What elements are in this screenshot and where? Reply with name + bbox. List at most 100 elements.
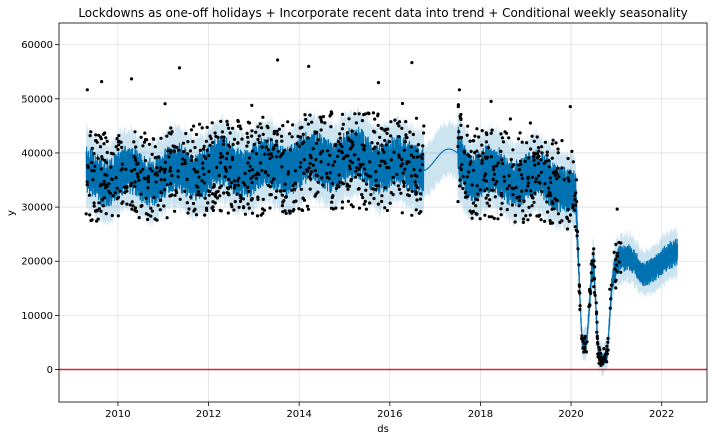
observed-point: [533, 191, 537, 195]
observed-point: [521, 217, 526, 221]
observed-point: [553, 173, 557, 178]
observed-point: [268, 156, 272, 161]
observed-point: [532, 158, 536, 162]
observed-point: [456, 144, 460, 149]
observed-point: [302, 198, 307, 202]
observed-point: [542, 161, 546, 165]
observed-point: [358, 165, 363, 169]
observed-point: [557, 175, 561, 179]
observed-point: [288, 148, 292, 152]
observed-point: [459, 123, 463, 127]
observed-point: [89, 130, 93, 134]
observed-point: [319, 150, 323, 154]
observed-point: [526, 177, 530, 181]
observed-point: [413, 180, 417, 184]
observed-point: [571, 206, 575, 210]
observed-point: [589, 271, 593, 275]
observed-point: [617, 260, 621, 264]
observed-point: [550, 156, 554, 160]
observed-point: [345, 184, 349, 188]
observed-point: [216, 135, 220, 139]
observed-point: [520, 176, 525, 180]
observed-point: [376, 151, 380, 155]
observed-point: [131, 204, 135, 208]
observed-point: [229, 202, 233, 206]
observed-point: [340, 112, 345, 116]
observed-point: [606, 340, 610, 344]
observed-point: [254, 176, 258, 181]
observed-point: [115, 186, 119, 190]
observed-point: [511, 148, 515, 152]
observed-point: [389, 191, 393, 195]
observed-point: [363, 112, 367, 116]
observed-point: [143, 131, 147, 135]
observed-point: [218, 208, 222, 212]
observed-point: [274, 196, 278, 200]
observed-point: [407, 160, 411, 164]
observed-point: [365, 182, 369, 186]
observed-point: [376, 114, 380, 118]
observed-point: [258, 122, 262, 126]
observed-point: [589, 262, 593, 266]
observed-point: [130, 181, 134, 185]
observed-point: [402, 148, 406, 152]
observed-point: [548, 219, 552, 223]
observed-point: [247, 121, 252, 125]
observed-point: [337, 185, 341, 189]
observed-point: [422, 131, 426, 135]
observed-point: [163, 170, 167, 174]
observed-point: [219, 119, 223, 123]
observed-point: [476, 192, 480, 196]
observed-point: [352, 153, 356, 157]
observed-point: [181, 157, 185, 161]
observed-point: [543, 140, 548, 144]
observed-point: [328, 153, 332, 157]
observed-point: [224, 157, 228, 161]
observed-point: [173, 209, 177, 213]
observed-point: [169, 182, 173, 186]
x-tick-label: 2016: [377, 409, 402, 420]
observed-point: [487, 215, 491, 219]
observed-point: [489, 188, 493, 192]
y-axis-label: y: [6, 210, 17, 216]
observed-point: [173, 193, 177, 197]
observed-point: [518, 195, 522, 199]
y-tick-label: 0: [47, 365, 53, 376]
observed-point: [414, 116, 419, 120]
observed-point: [414, 208, 418, 212]
observed-point: [615, 251, 620, 255]
observed-point: [159, 178, 163, 182]
observed-point: [144, 177, 148, 181]
observed-point: [281, 124, 285, 128]
observed-point: [550, 207, 554, 211]
observed-point: [546, 194, 550, 198]
observed-point: [540, 189, 544, 194]
observed-point: [537, 149, 541, 153]
observed-point: [595, 320, 599, 324]
observed-point: [468, 139, 472, 143]
observed-point: [562, 178, 566, 182]
observed-point: [331, 163, 335, 167]
observed-point: [521, 209, 525, 213]
observed-point: [94, 209, 98, 213]
observed-point: [314, 158, 318, 162]
observed-point: [495, 164, 499, 168]
observed-point: [319, 115, 323, 119]
observed-point: [239, 196, 243, 200]
observed-point: [406, 188, 410, 192]
observed-point: [153, 156, 157, 160]
observed-point: [125, 186, 129, 190]
observed-point: [250, 103, 254, 107]
observed-point: [529, 147, 533, 151]
observed-point: [609, 283, 614, 287]
observed-point: [421, 144, 425, 148]
observed-point: [114, 145, 118, 149]
observed-point: [281, 200, 285, 204]
observed-point: [397, 135, 401, 139]
observed-point: [517, 204, 521, 208]
observed-point: [146, 213, 150, 217]
observed-point: [186, 140, 190, 144]
observed-point: [158, 169, 162, 173]
observed-point: [492, 216, 496, 220]
y-tick-label: 40000: [21, 148, 53, 159]
